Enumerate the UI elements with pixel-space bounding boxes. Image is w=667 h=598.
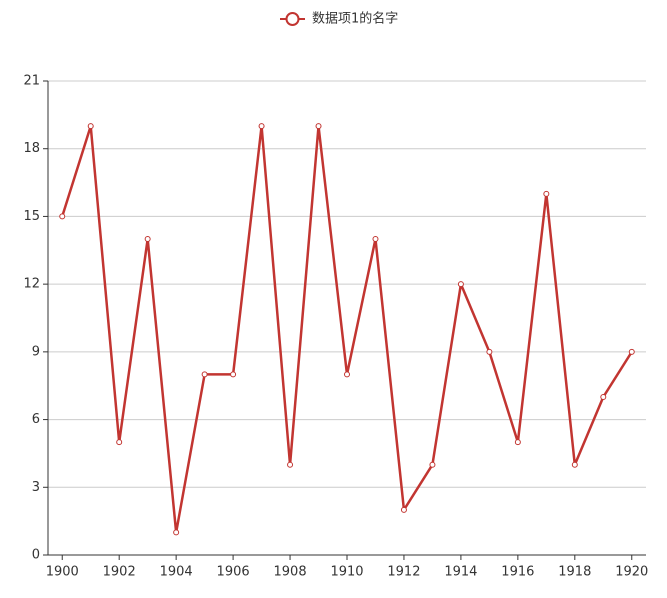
- point: [400, 506, 407, 513]
- point: [315, 123, 322, 130]
- y-tick-label: 18: [23, 141, 40, 156]
- y-tick-label: 9: [32, 344, 40, 359]
- y-tick-label: 12: [23, 277, 40, 292]
- x-tick-label: 1904: [160, 565, 193, 580]
- x-tick-label: 1908: [274, 565, 307, 580]
- point: [344, 371, 350, 378]
- x-tick-label: 1920: [615, 565, 648, 580]
- x-tick-label: 1914: [444, 565, 477, 580]
- x-tick-label: 1906: [217, 565, 250, 580]
- point: [372, 236, 379, 242]
- point: [144, 236, 151, 242]
- legend-label: 数据项1的名字: [312, 11, 398, 27]
- y-tick-label: 6: [32, 412, 40, 427]
- x-tick-label: 1918: [558, 565, 591, 580]
- point: [514, 439, 521, 446]
- point: [429, 461, 436, 468]
- point: [258, 123, 265, 130]
- point: [543, 190, 550, 197]
- point: [116, 439, 123, 446]
- y-tick-label: 21: [23, 74, 40, 89]
- point: [201, 371, 208, 378]
- point: [230, 371, 237, 378]
- point: [59, 213, 66, 220]
- y-tick-label: 15: [23, 209, 40, 224]
- y-tick-label: 3: [32, 480, 40, 495]
- point: [486, 348, 493, 355]
- point: [457, 281, 464, 288]
- point: [87, 123, 94, 130]
- line: [61, 124, 633, 534]
- point: [600, 394, 607, 400]
- x-tick-label: 1900: [46, 565, 79, 580]
- legend-marker: [285, 12, 300, 26]
- y-tick-label: 0: [32, 548, 40, 563]
- point: [287, 461, 294, 468]
- x-tick-label: 1916: [501, 565, 534, 580]
- x-tick-label: 1902: [103, 565, 136, 580]
- point: [173, 529, 180, 536]
- x-tick-label: 1910: [330, 565, 363, 580]
- point: [628, 348, 635, 355]
- x-tick-label: 1912: [387, 565, 420, 580]
- point: [571, 461, 578, 468]
